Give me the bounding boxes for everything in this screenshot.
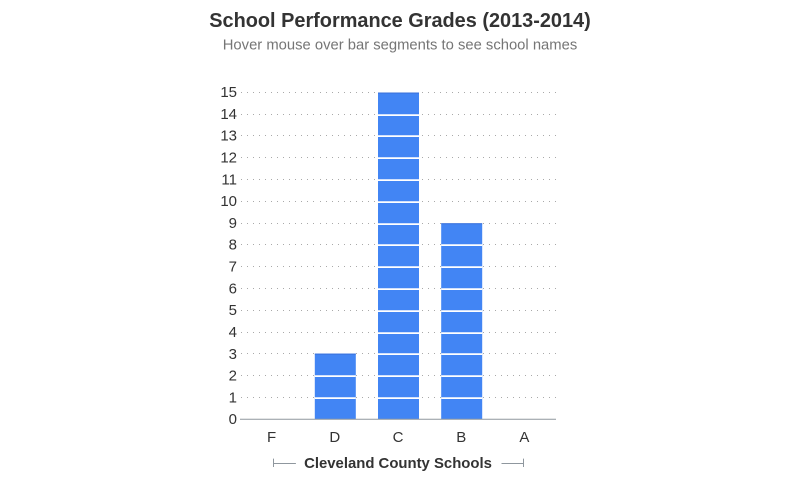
svg-text:1: 1 [229,389,237,406]
svg-text:C: C [393,429,404,446]
svg-text:9: 9 [229,215,237,232]
svg-text:A: A [519,429,529,446]
svg-text:6: 6 [229,280,237,297]
svg-text:B: B [456,429,466,446]
svg-text:7: 7 [229,259,237,276]
svg-text:F: F [267,429,276,446]
svg-text:11: 11 [221,171,237,188]
svg-text:Hover mouse over bar segments: Hover mouse over bar segments to see sch… [223,37,577,53]
svg-text:14: 14 [220,106,237,123]
svg-text:15: 15 [220,84,237,101]
svg-text:3: 3 [229,346,237,363]
svg-text:0: 0 [229,411,237,428]
svg-text:D: D [329,429,340,446]
svg-text:Cleveland County Schools: Cleveland County Schools [304,456,492,472]
svg-text:4: 4 [229,324,237,341]
svg-text:School Performance Grades (201: School Performance Grades (2013-2014) [209,10,590,32]
svg-text:8: 8 [229,237,237,254]
svg-text:12: 12 [220,150,237,167]
svg-text:2: 2 [229,368,237,385]
svg-text:10: 10 [220,193,237,210]
svg-text:5: 5 [229,302,237,319]
svg-text:13: 13 [220,128,237,145]
